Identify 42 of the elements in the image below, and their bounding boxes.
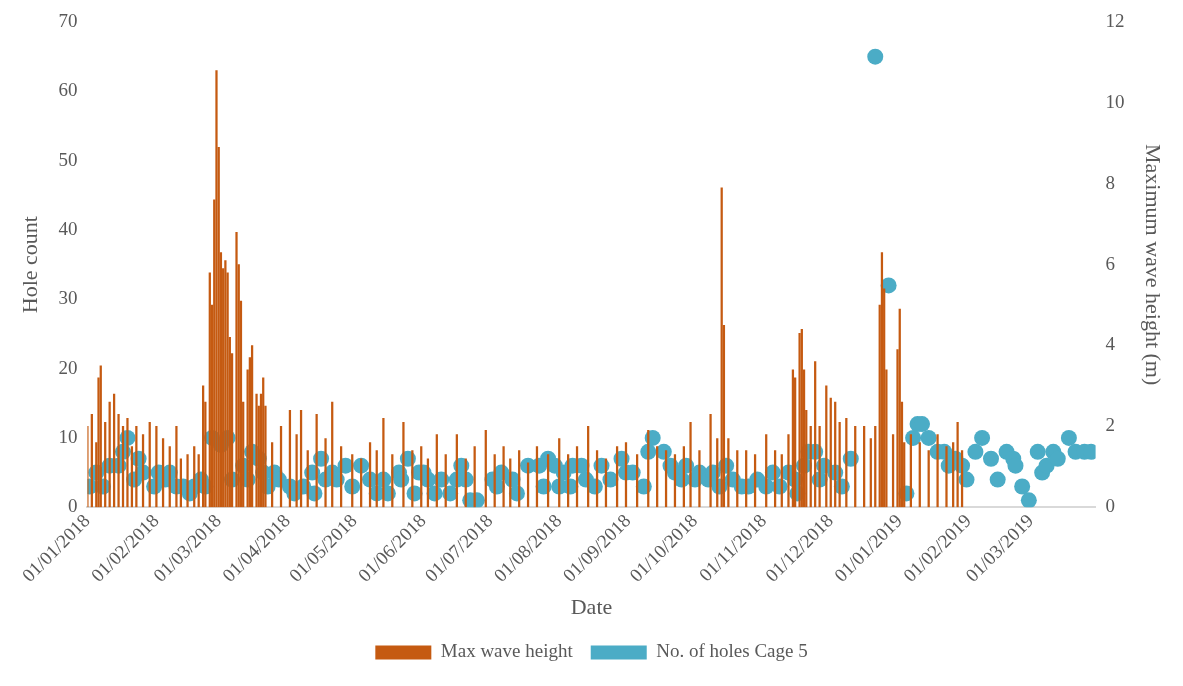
bar	[175, 426, 178, 508]
y-axis-title: Hole count	[16, 216, 42, 314]
y2-axis-title: Maximum wave height (m)	[1141, 143, 1167, 386]
bar	[956, 422, 959, 508]
y-tick-label: 40	[58, 217, 78, 239]
y-tick-label: 70	[58, 9, 78, 31]
bar	[798, 333, 801, 508]
y2-tick-label: 8	[1105, 171, 1116, 193]
bar	[215, 70, 218, 508]
y-tick-label: 0	[67, 495, 78, 517]
bar	[818, 426, 821, 508]
bar	[117, 413, 120, 508]
y2-tick-label: 4	[1105, 333, 1116, 355]
y2-tick-label: 12	[1105, 9, 1125, 31]
bar	[787, 434, 790, 508]
y-tick-label: 20	[58, 356, 78, 378]
legend-label: Max wave height	[440, 640, 574, 662]
y-tick-label: 10	[58, 425, 78, 447]
y-tick-label: 30	[58, 287, 78, 309]
bar	[502, 446, 505, 508]
bar	[709, 413, 712, 508]
bar	[295, 434, 298, 508]
bar	[126, 417, 129, 508]
bar	[402, 422, 405, 508]
bar	[698, 450, 701, 508]
y2-tick-label: 0	[1105, 495, 1116, 517]
y-tick-label: 50	[58, 148, 78, 170]
y2-tick-label: 2	[1105, 414, 1116, 436]
x-axis-title: Date	[570, 593, 613, 619]
y2-tick-label: 10	[1105, 90, 1125, 112]
bar	[689, 422, 692, 508]
bar	[382, 417, 385, 508]
legend-label: No. of holes Cage 5	[656, 640, 808, 662]
bar	[727, 438, 730, 508]
bar	[936, 434, 939, 508]
bar	[224, 260, 227, 508]
y2-tick-label: 6	[1105, 252, 1116, 274]
bar	[255, 393, 258, 508]
y-tick-label: 60	[58, 79, 78, 101]
bar	[945, 446, 948, 508]
bar	[324, 438, 327, 508]
bar	[235, 231, 238, 508]
